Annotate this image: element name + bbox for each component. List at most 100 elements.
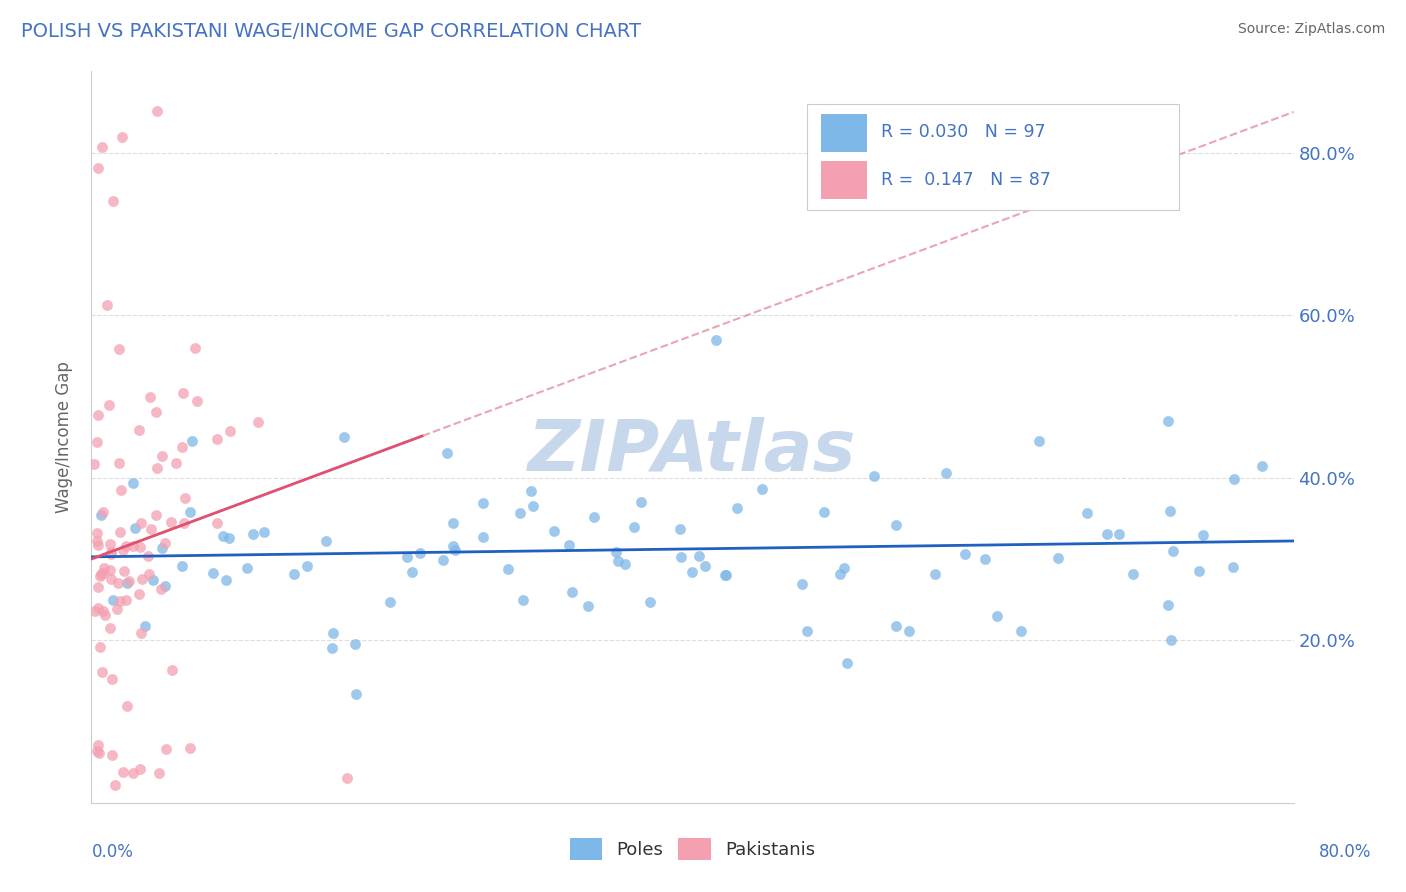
Point xyxy=(605,545,627,559)
Point xyxy=(561,585,583,599)
Point xyxy=(131,572,153,586)
Point xyxy=(114,539,136,553)
Point xyxy=(1250,458,1272,473)
Point xyxy=(333,430,356,444)
Text: R =  0.147   N = 87: R = 0.147 N = 87 xyxy=(882,170,1052,188)
Point xyxy=(236,561,259,575)
Point xyxy=(443,516,465,530)
Point xyxy=(87,408,110,422)
Point xyxy=(623,519,645,533)
Point xyxy=(93,566,115,581)
Point xyxy=(93,560,115,574)
Point xyxy=(401,565,423,579)
Point xyxy=(179,741,201,756)
Point xyxy=(343,637,366,651)
Point xyxy=(1095,527,1118,541)
Point xyxy=(751,482,773,496)
Point xyxy=(512,593,534,607)
Point xyxy=(520,483,543,498)
Point xyxy=(155,535,177,549)
Point xyxy=(108,594,131,608)
Point xyxy=(128,762,150,776)
Point xyxy=(630,495,652,509)
Point xyxy=(115,592,138,607)
Point xyxy=(112,565,135,579)
Point xyxy=(1160,633,1182,648)
Point xyxy=(863,469,886,483)
Point xyxy=(297,558,319,573)
Point xyxy=(1192,527,1215,541)
Point xyxy=(110,483,132,497)
Point xyxy=(183,341,205,355)
Point xyxy=(118,574,141,588)
Point xyxy=(87,538,110,552)
Point xyxy=(129,626,152,640)
Point xyxy=(87,161,110,175)
FancyBboxPatch shape xyxy=(821,114,866,152)
Point xyxy=(205,432,228,446)
Point xyxy=(170,440,193,454)
Point xyxy=(87,580,110,594)
Point xyxy=(145,405,167,419)
Legend: Poles, Pakistanis: Poles, Pakistanis xyxy=(562,830,823,867)
Point xyxy=(1108,527,1130,541)
Point xyxy=(837,657,859,671)
Point xyxy=(100,537,122,551)
Point xyxy=(83,457,105,471)
Point xyxy=(1159,504,1181,518)
Point xyxy=(186,393,208,408)
Point xyxy=(813,504,835,518)
Point xyxy=(378,595,401,609)
Point xyxy=(145,508,167,522)
Point xyxy=(322,625,344,640)
Point xyxy=(142,573,165,587)
Point xyxy=(101,194,124,208)
Point xyxy=(283,566,305,581)
Point xyxy=(408,547,430,561)
Point xyxy=(111,542,134,557)
Point xyxy=(136,549,159,563)
Point xyxy=(172,386,194,401)
Point xyxy=(436,446,458,460)
Point xyxy=(90,140,112,154)
Point xyxy=(714,567,737,582)
Point xyxy=(128,587,150,601)
Point xyxy=(146,103,169,118)
Point xyxy=(935,466,957,480)
Point xyxy=(121,475,143,490)
Point xyxy=(247,415,270,429)
Point xyxy=(884,518,907,533)
Point xyxy=(432,553,454,567)
Point xyxy=(796,624,818,639)
Point xyxy=(496,562,519,576)
Point xyxy=(87,600,110,615)
Point xyxy=(150,541,173,555)
Point xyxy=(153,579,176,593)
Point xyxy=(576,599,599,614)
Point xyxy=(986,609,1008,624)
Point xyxy=(557,538,579,552)
Point xyxy=(704,333,727,347)
Point xyxy=(96,298,118,312)
Point xyxy=(115,576,138,591)
Point xyxy=(924,567,946,582)
Point xyxy=(86,525,108,540)
Point xyxy=(159,515,181,529)
Point xyxy=(173,516,195,531)
Point xyxy=(107,576,129,591)
Point xyxy=(219,425,242,439)
Point xyxy=(129,541,152,555)
Text: 0.0%: 0.0% xyxy=(91,843,134,861)
Point xyxy=(91,505,114,519)
FancyBboxPatch shape xyxy=(821,161,866,200)
Point xyxy=(91,665,114,679)
Point xyxy=(1161,544,1184,558)
Point xyxy=(344,687,367,701)
Point xyxy=(107,342,129,356)
Point xyxy=(173,491,195,506)
Point xyxy=(100,572,122,586)
Point xyxy=(145,460,167,475)
Point xyxy=(86,533,108,548)
Point xyxy=(472,496,495,510)
Point xyxy=(884,619,907,633)
